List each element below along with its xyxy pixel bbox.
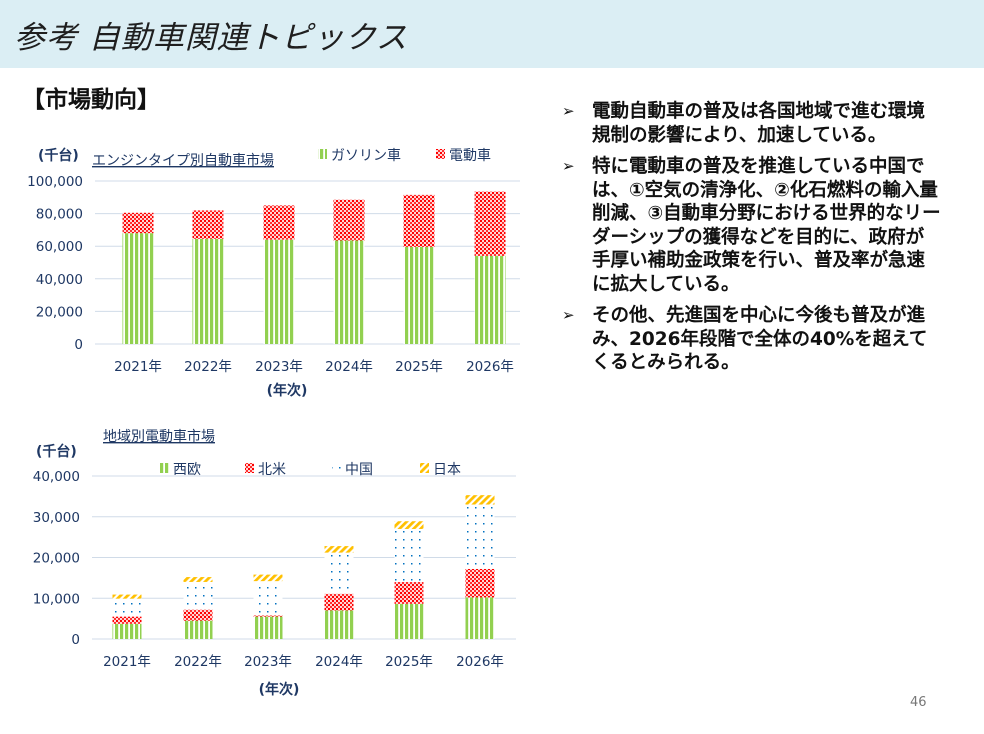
legend-swatch — [332, 463, 341, 473]
bar-segment — [263, 239, 295, 344]
x-tick-label: 2025年 — [385, 654, 433, 670]
legend-label: ガソリン車 — [331, 147, 401, 164]
bar-segment — [474, 255, 506, 344]
y-tick-label: 20,000 — [36, 304, 83, 320]
bar-segment — [324, 593, 354, 611]
engine-type-chart: 0 20,000 40,000 60,000 80,000 100,000 2021年 202… — [27, 147, 520, 399]
bar-segment — [112, 616, 142, 624]
bar-segment — [122, 233, 154, 344]
arrowhead-bullet-icon: ➢ — [562, 102, 575, 120]
x-tick-label: 2023年 — [255, 359, 303, 375]
y-tick-label: 10,000 — [33, 591, 80, 607]
legend-swatch — [245, 463, 254, 473]
legend-swatch — [160, 463, 169, 473]
x-tick-label: 2021年 — [114, 359, 162, 375]
bullet-text: 特に電動車の普及を推進している中国では、①空気の清浄化、②化石燃料の輸入量削減、… — [592, 156, 941, 295]
arrowhead-bullet-icon: ➢ — [562, 306, 575, 324]
region-ev-chart: 0 10,000 20,000 30,000 40,000 2021年 2022年 2023年… — [33, 428, 516, 698]
bar-segment — [183, 577, 213, 582]
y-axis-label: (千台) — [36, 443, 77, 460]
bar-segment — [403, 194, 435, 248]
bar-segment — [253, 574, 283, 582]
bar-segment — [183, 609, 213, 621]
bar-segment — [253, 616, 283, 639]
bar-segment — [324, 610, 354, 639]
x-tick-label: 2024年 — [315, 654, 363, 670]
bullet-item: ➢ その他、先進国を中心に今後も普及が進み、2026年段階で全体の40%を超えてく… — [562, 304, 942, 375]
bar-segment — [183, 581, 213, 610]
bullet-item: ➢ 電動自動車の普及は各国地域で進む環境規制の影響により、加速している。 — [562, 100, 942, 147]
y-tick-label: 100,000 — [27, 174, 83, 190]
y-tick-label: 80,000 — [36, 207, 83, 223]
bar-segment — [122, 212, 154, 234]
bar-segment — [465, 504, 495, 569]
bar-segment — [112, 594, 142, 599]
bar-segment — [253, 581, 283, 616]
bar-segment — [474, 191, 506, 256]
bar-segment — [253, 615, 283, 617]
x-tick-label: 2025年 — [395, 359, 443, 375]
x-tick-label: 2022年 — [184, 359, 232, 375]
y-tick-label: 0 — [71, 632, 80, 648]
bar-segment — [465, 568, 495, 598]
header-band: 参考 自動車関連トピックス — [0, 0, 984, 68]
bullet-list: ➢ 電動自動車の普及は各国地域で進む環境規制の影響により、加速している。 ➢ 特に電… — [562, 100, 952, 383]
bar-segment — [192, 238, 224, 344]
bar-segment — [263, 205, 295, 240]
bar-segment — [192, 210, 224, 239]
x-axis-label: (年次) — [267, 382, 308, 399]
y-tick-label: 30,000 — [33, 510, 80, 526]
bar-segment — [394, 528, 424, 582]
bar-segment — [112, 598, 142, 617]
bar-segment — [333, 199, 365, 241]
legend-swatch — [436, 149, 445, 159]
bullet-item: ➢ 特に電動車の普及を推進している中国では、①空気の清浄化、②化石燃料の輸入量削減… — [562, 155, 942, 296]
bar-segment — [112, 623, 142, 639]
legend-swatch — [318, 149, 327, 159]
section-title: 【市場動向】 — [22, 87, 160, 113]
bar-segment — [465, 597, 495, 639]
y-tick-label: 0 — [74, 337, 83, 353]
bar-segment — [324, 546, 354, 553]
bullet-text: その他、先進国を中心に今後も普及が進み、2026年段階で全体の40%を超えてくる… — [592, 305, 928, 373]
bar-segment — [394, 581, 424, 604]
x-tick-label: 2026年 — [466, 359, 514, 375]
chart-title: エンジンタイプ別自動車市場 — [92, 152, 274, 169]
legend-label: 中国 — [345, 462, 373, 478]
bar-segment — [183, 620, 213, 639]
legend-label: 西欧 — [173, 462, 201, 478]
bar-segment — [465, 495, 495, 505]
bullet-text: 電動自動車の普及は各国地域で進む環境規制の影響により、加速している。 — [592, 101, 926, 146]
y-tick-label: 20,000 — [33, 551, 80, 567]
bar-segment — [324, 552, 354, 594]
x-tick-label: 2026年 — [456, 654, 504, 670]
page-title: 参考 自動車関連トピックス — [14, 20, 408, 56]
x-tick-label: 2023年 — [244, 654, 292, 670]
bar-segment — [403, 247, 435, 344]
x-tick-label: 2022年 — [174, 654, 222, 670]
chart-title: 地域別電動車市場 — [103, 428, 215, 445]
y-axis-label: (千台) — [38, 147, 79, 164]
y-tick-label: 40,000 — [33, 469, 80, 485]
arrowhead-bullet-icon: ➢ — [562, 157, 575, 175]
y-tick-label: 40,000 — [36, 272, 83, 288]
x-tick-label: 2024年 — [325, 359, 373, 375]
bar-segment — [394, 603, 424, 639]
legend-label: 北米 — [258, 462, 286, 478]
x-axis-label: (年次) — [259, 681, 300, 698]
y-tick-label: 60,000 — [36, 239, 83, 255]
legend-swatch — [420, 463, 429, 473]
legend-label: 電動車 — [449, 147, 491, 164]
bar-segment — [394, 521, 424, 529]
x-tick-label: 2021年 — [103, 654, 151, 670]
legend-label: 日本 — [433, 462, 461, 478]
bar-segment — [333, 240, 365, 344]
page-number: 46 — [910, 695, 927, 710]
